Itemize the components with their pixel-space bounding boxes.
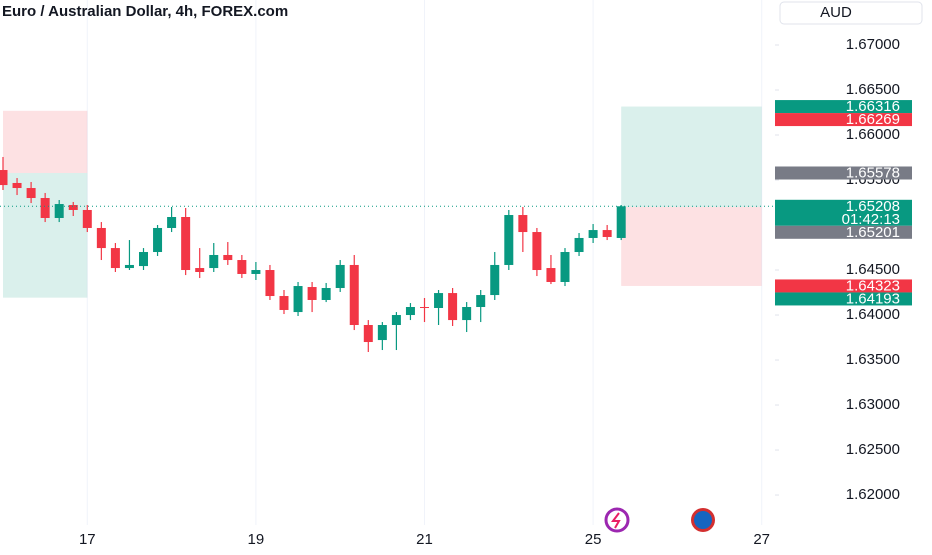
candle-body [195,268,205,272]
candle-body [476,295,486,308]
candle-body [82,209,92,228]
candle-body [349,264,359,326]
price-badge [775,199,912,226]
candle-body [532,232,542,271]
candle-body [518,215,528,233]
candle-body [237,260,247,274]
candle-body [12,182,22,189]
candle-body [293,286,303,313]
candle-body [96,227,106,249]
price-badge [775,292,912,306]
candle-body [251,270,261,274]
y-tick-label: 1.62500 [846,441,900,458]
candle-body [153,227,163,253]
price-badge [775,279,912,293]
x-tick-label: 21 [416,531,433,548]
price-badge-label: 1.64193 [846,290,900,307]
candle-body [504,215,514,265]
target-zone [621,106,762,207]
candle-body [405,307,415,316]
candle-body [377,325,387,341]
candle-body [209,254,219,269]
target-zone [3,172,88,298]
price-badge [775,100,912,114]
candle-body [462,307,472,321]
y-tick-label: 1.66000 [846,126,900,143]
price-badge [775,113,912,127]
x-tick-label: 27 [753,531,770,548]
price-badge-label: 1.65578 [846,164,900,181]
candle-body [307,287,317,300]
candle-body [223,254,233,261]
countdown-label: 01:42:13 [842,211,900,228]
candle-body [181,217,191,271]
y-tick-label: 1.66500 [846,81,900,98]
candle-body [110,248,120,269]
candle-body [40,198,50,218]
price-badge-label: 1.66316 [846,98,900,115]
x-tick-label: 17 [79,531,96,548]
price-badge-label: 1.64323 [846,277,900,294]
stop-zone [621,206,762,286]
x-tick-label: 19 [248,531,265,548]
y-tick-label: 1.64000 [846,306,900,323]
candle-body [279,296,289,310]
y-tick-label: 1.63000 [846,396,900,413]
candle-body [560,252,570,282]
currency-label: AUD [820,4,852,21]
price-badge-label: 1.65201 [846,224,900,241]
candle-body [448,293,458,321]
icon-purple[interactable] [604,507,630,533]
y-tick-label: 1.63500 [846,351,900,368]
plot-area [0,0,775,525]
chart-title: Euro / Australian Dollar, 4h, FOREX.com [2,3,288,20]
candle-body [420,307,429,309]
candle-body [167,217,177,228]
candle-body [124,264,134,269]
candle-body [434,293,444,308]
candle-body [391,315,401,326]
candle-body [139,252,148,267]
candle-body [588,230,598,238]
candle-body [26,188,36,199]
candle-body [616,206,626,238]
currency-button[interactable] [779,1,923,25]
x-tick-label: 25 [585,531,602,548]
candle-body [490,264,500,296]
y-tick-label: 1.64500 [846,261,900,278]
candle-body [0,170,8,186]
candle-body [54,204,64,218]
candle-body [265,270,275,297]
candle-body [602,230,612,237]
candle-body [321,288,331,300]
price-badge [775,166,912,180]
candle-body [68,205,78,210]
stop-zone [3,110,88,173]
candle-body [574,237,584,253]
price-badge [775,225,912,239]
candle-body [335,264,345,289]
icon-blue[interactable] [691,508,715,532]
price-badge-label: 1.66269 [846,111,900,128]
y-tick-label: 1.67000 [846,36,900,53]
price-badge-label: 1.65208 [846,198,900,215]
candle-body [546,268,556,282]
y-tick-label: 1.62000 [846,486,900,503]
candle-body [363,325,373,343]
